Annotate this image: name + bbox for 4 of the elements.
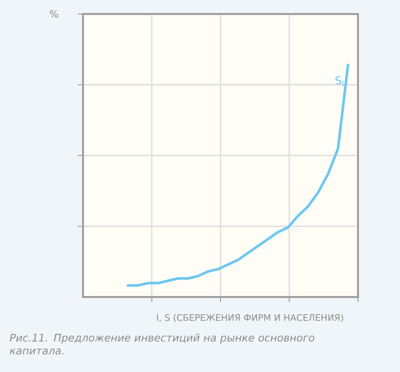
text: Рис.11. Предложение инвестиций на рынке основного капитала. bbox=[10, 334, 314, 355]
text: % bbox=[50, 10, 58, 18]
x-axis-title: I, S (СБЕРЕЖЕНИЯ ФИРМ И НАСЕЛЕНИЯ) bbox=[157, 314, 344, 322]
series-label: S$_{I}$ bbox=[335, 76, 344, 86]
